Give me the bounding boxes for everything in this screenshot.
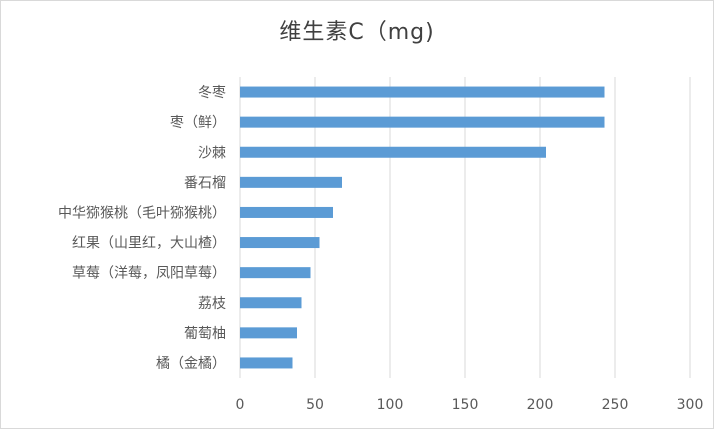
bar-4 [240,206,333,218]
category-label: 草莓（洋莓，凤阳草莓） [72,266,226,282]
x-tick-label: 300 [677,397,704,413]
category-label: 荔枝 [198,296,226,312]
x-tick-label: 50 [306,397,324,413]
bar-6 [240,267,311,279]
category-label: 沙棘 [198,145,226,161]
bars [240,86,605,369]
category-label: 红果（山里红，大山楂） [72,236,226,252]
category-label: 枣（鲜） [170,115,226,131]
category-label: 橘（金橘） [156,356,226,372]
category-label: 冬枣 [198,85,226,101]
category-label: 葡萄柚 [184,326,226,342]
x-tick-labels: 0 50 100 150 200 250 300 [236,397,704,413]
bar-8 [240,327,297,339]
x-tick-label: 100 [377,397,404,413]
bar-7 [240,297,302,309]
category-label: 中华猕猴桃（毛叶猕猴桃） [58,205,226,221]
bar-0 [240,86,605,98]
x-tick-label: 150 [452,397,479,413]
bar-3 [240,176,342,188]
bar-1 [240,116,605,128]
x-tick-label: 250 [602,397,629,413]
bar-2 [240,146,546,158]
bar-5 [240,237,320,249]
chart-title: 维生素C（mg) [279,20,435,45]
x-tick-label: 200 [527,397,554,413]
category-label: 番石榴 [184,175,226,191]
bar-9 [240,357,293,369]
x-tick-label: 0 [236,397,245,413]
